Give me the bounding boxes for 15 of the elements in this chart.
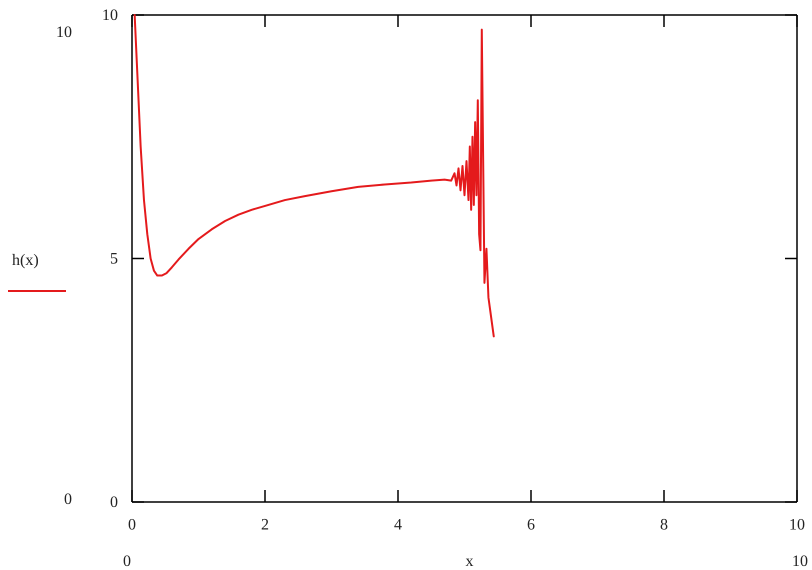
text: 10 <box>56 24 72 41</box>
text: 0 <box>123 553 131 570</box>
x-tick-label: 4 <box>394 516 402 534</box>
text: 0 <box>64 491 72 508</box>
y-tick-label: 5 <box>110 250 118 268</box>
text: h(x) <box>12 252 39 269</box>
y-tick-label: 10 <box>102 7 118 24</box>
x-tick-label: 6 <box>527 516 535 534</box>
y-tick-label: 0 <box>110 494 118 512</box>
text: 10 <box>792 553 808 570</box>
x-tick-label: 0 <box>128 516 136 534</box>
x-axis-title: x <box>466 553 474 570</box>
x-tick-label: 2 <box>261 516 269 534</box>
x-tick-label: 8 <box>660 516 668 534</box>
x-tick-label: 10 <box>789 516 805 534</box>
